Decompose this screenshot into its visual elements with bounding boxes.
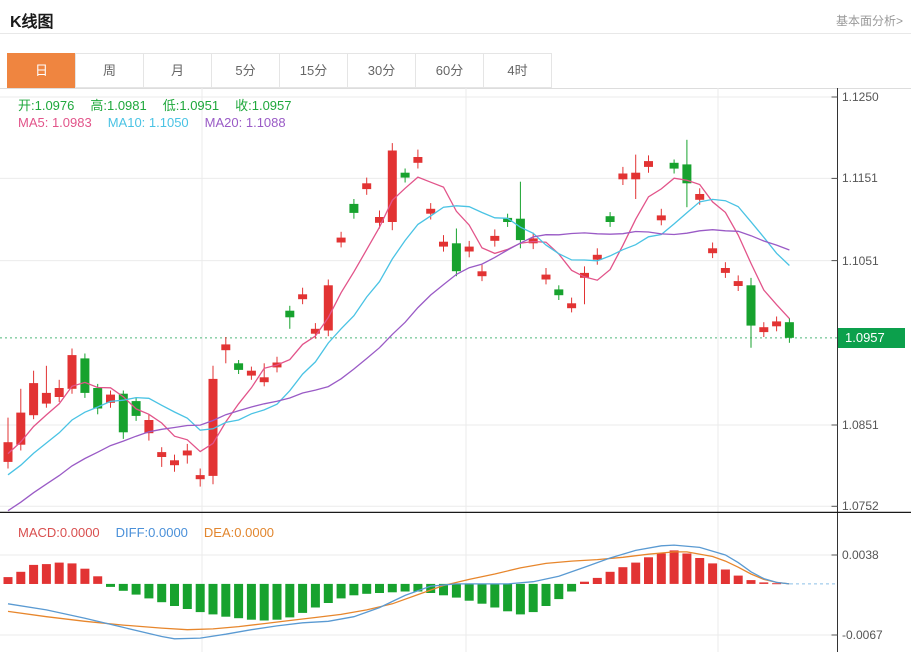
title-divider xyxy=(0,33,911,34)
macd-chart[interactable] xyxy=(0,513,911,652)
page-title: K线图 xyxy=(10,14,54,31)
tab-4时[interactable]: 4时 xyxy=(483,53,552,88)
tab-周[interactable]: 周 xyxy=(75,53,144,88)
tab-5分[interactable]: 5分 xyxy=(211,53,280,88)
period-tab-bar: 日周月 5分 15分 30分 60分 4时 xyxy=(7,53,552,88)
tab-60分[interactable]: 60分 xyxy=(415,53,484,88)
fundamental-analysis-link[interactable]: 基本面分析> xyxy=(835,14,903,28)
current-price-badge: 1.0957 xyxy=(838,327,905,348)
tab-bar-underline xyxy=(0,88,911,89)
tab-月[interactable]: 月 xyxy=(143,53,212,88)
tab-日[interactable]: 日 xyxy=(7,53,76,88)
tab-15分[interactable]: 15分 xyxy=(279,53,348,88)
tab-30分[interactable]: 30分 xyxy=(347,53,416,88)
price-chart[interactable] xyxy=(0,88,911,513)
